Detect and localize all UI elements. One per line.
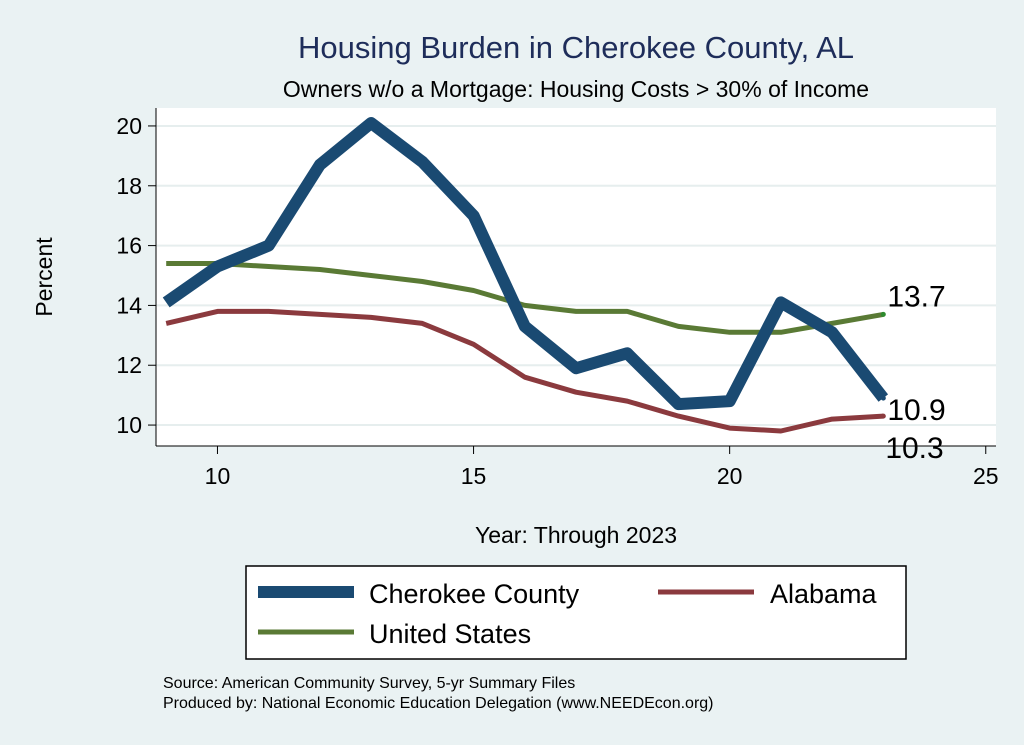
series-lines xyxy=(162,117,889,434)
end-point-alabama xyxy=(880,413,886,419)
legend-label-alabama: Alabama xyxy=(770,579,878,609)
gridlines xyxy=(156,124,996,427)
legend-label-cherokee-county: Cherokee County xyxy=(369,579,580,609)
y-tick-label: 14 xyxy=(116,292,142,318)
legend-box xyxy=(245,565,907,660)
end-label-alabama: 10.3 xyxy=(885,432,943,465)
legend-label-united-states: United States xyxy=(369,619,531,649)
y-tick-label: 10 xyxy=(116,412,142,438)
end-label-cherokee-county: 10.9 xyxy=(887,394,945,427)
chart-subtitle: Owners w/o a Mortgage: Housing Costs > 3… xyxy=(283,76,869,102)
x-tick-label: 20 xyxy=(717,463,743,489)
y-axis-ticks: 10 12 14 16 18 20 xyxy=(116,113,156,438)
producer-note: Produced by: National Economic Education… xyxy=(163,695,714,712)
x-axis-title: Year: Through 2023 xyxy=(475,522,677,548)
source-note: Source: American Community Survey, 5-yr … xyxy=(163,675,575,692)
y-tick-label: 20 xyxy=(116,113,142,139)
y-tick-label: 18 xyxy=(116,173,142,199)
y-tick-label: 16 xyxy=(116,233,142,259)
x-tick-label: 15 xyxy=(461,463,487,489)
y-tick-label: 12 xyxy=(116,352,142,378)
end-point-united-states xyxy=(880,311,886,317)
y-axis-title: Percent xyxy=(31,237,57,317)
end-labels: 10.9 10.3 13.7 xyxy=(885,280,945,465)
plot-area xyxy=(156,108,996,446)
series-line-cherokee-county xyxy=(162,117,889,411)
end-point-cherokee-county xyxy=(880,395,886,401)
chart-title: Housing Burden in Cherokee County, AL xyxy=(298,30,854,65)
legend: Cherokee County Alabama United States xyxy=(245,565,907,660)
x-tick-label: 10 xyxy=(205,463,231,489)
end-label-united-states: 13.7 xyxy=(887,280,945,313)
x-axis-ticks: 10 15 20 25 xyxy=(205,446,999,489)
series-line-alabama xyxy=(165,308,884,434)
x-tick-label: 25 xyxy=(973,463,999,489)
